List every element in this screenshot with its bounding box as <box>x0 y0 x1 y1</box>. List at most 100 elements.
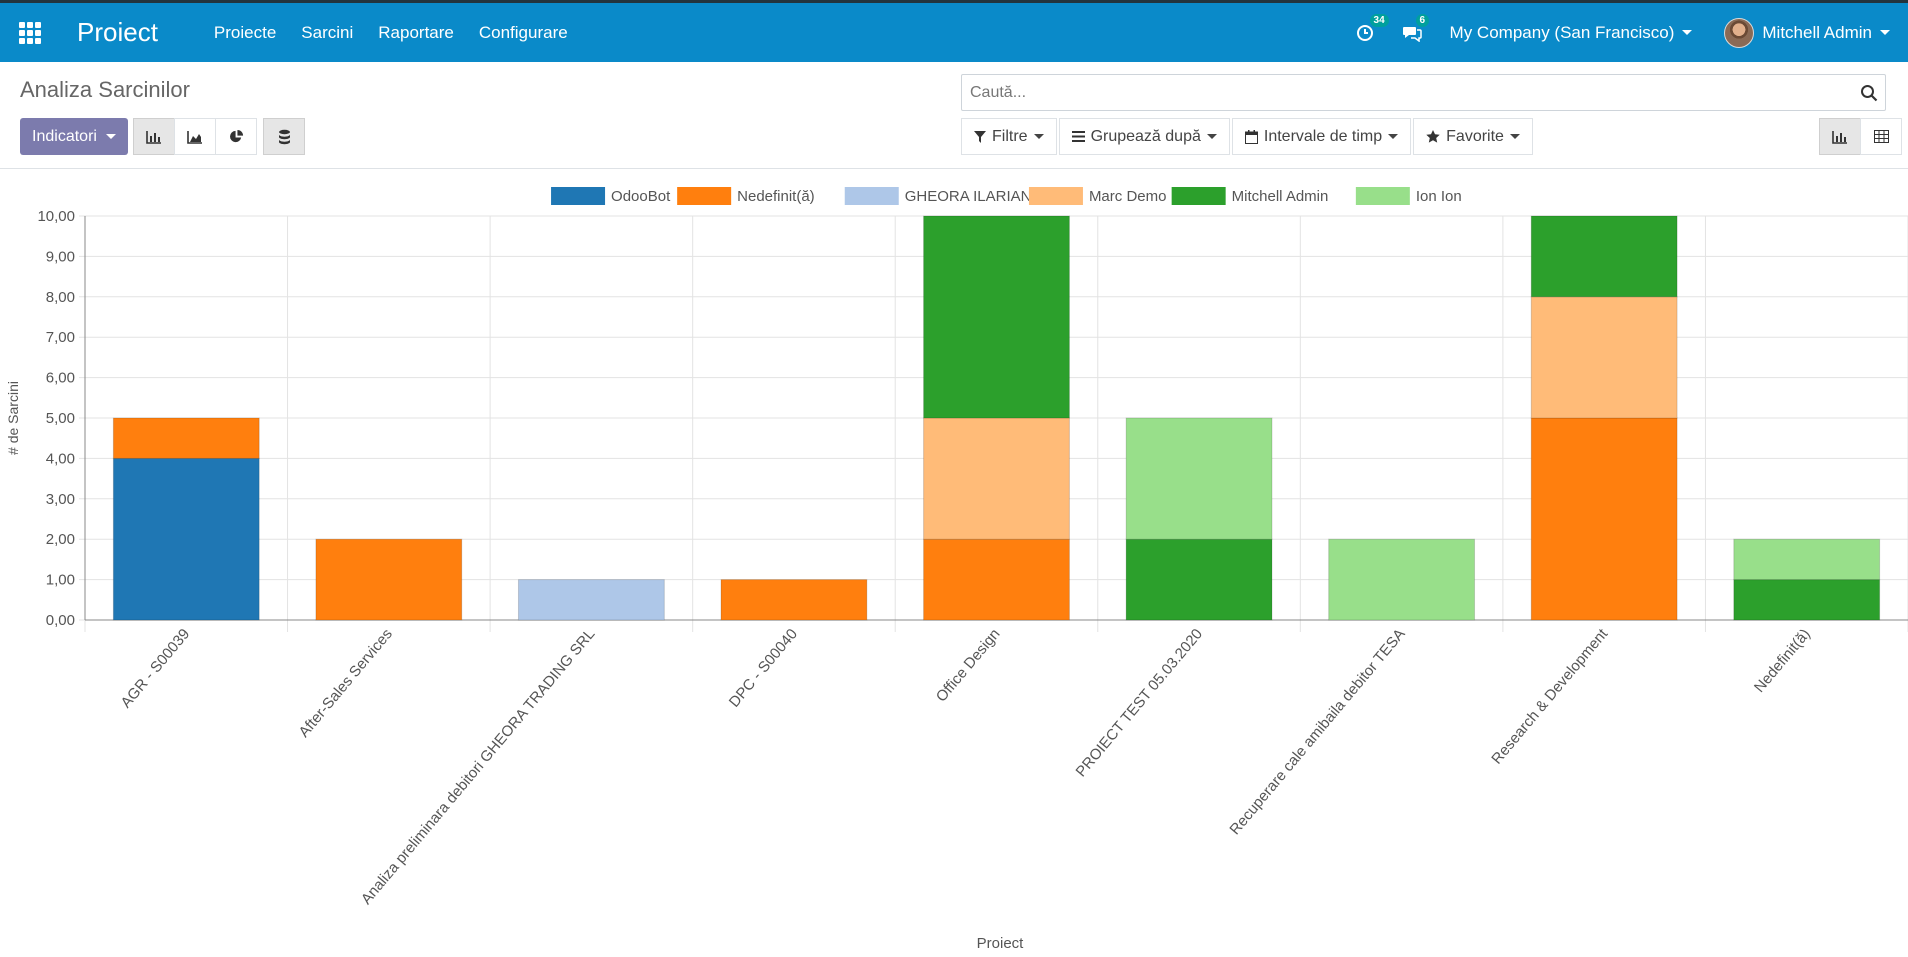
legend-swatch <box>551 187 606 205</box>
groupby-label: Grupează după <box>1090 127 1201 145</box>
legend-item[interactable]: GHEORA ILARIAN <box>844 187 1032 205</box>
bar-segment[interactable] <box>315 538 463 621</box>
bar-segment[interactable] <box>1125 538 1273 621</box>
filters-dropdown[interactable]: Filtre <box>961 118 1057 155</box>
menu-item-proiecte[interactable]: Proiecte <box>213 22 277 42</box>
bar-segment[interactable] <box>1733 579 1881 621</box>
page-title: Analiza Sarcinilor <box>20 77 190 102</box>
main-menu: Proiecte Sarcini Raportare Configurare <box>214 23 568 43</box>
legend-item[interactable]: OdooBot <box>551 187 671 205</box>
activity-count-badge: 34 <box>1369 13 1389 27</box>
measures-dropdown-button[interactable]: Indicatori <box>20 118 128 155</box>
company-switcher[interactable]: My Company (San Francisco) <box>1450 23 1693 43</box>
y-tick-label: 0,00 <box>46 612 75 629</box>
calendar-icon <box>1244 129 1258 144</box>
legend-label: Marc Demo <box>1089 188 1167 205</box>
database-icon <box>278 129 290 144</box>
bar-chart-button[interactable] <box>133 118 175 155</box>
favorites-label: Favorite <box>1446 127 1504 145</box>
user-name: Mitchell Admin <box>1762 22 1872 42</box>
messages-button[interactable]: 6 <box>1402 13 1430 42</box>
legend-item[interactable]: Nedefinit(ă) <box>677 187 815 205</box>
timeranges-dropdown[interactable]: Intervale de timp <box>1231 118 1412 155</box>
x-tick-label: Office Design <box>933 626 1004 706</box>
chevron-down-icon <box>1682 30 1693 35</box>
x-tick-label: Recuperare cale amibaila debitor TESA <box>1226 626 1408 839</box>
bar-segment[interactable] <box>1328 538 1476 621</box>
y-tick-label: 1,00 <box>46 572 75 589</box>
line-chart-button[interactable] <box>174 118 216 155</box>
comments-icon <box>1402 26 1422 42</box>
x-tick-label: AGR - S00039 <box>118 626 194 712</box>
menu-item-sarcini[interactable]: Sarcini <box>301 22 354 42</box>
bar-chart-icon <box>1832 130 1847 144</box>
clock-icon <box>1356 24 1373 41</box>
activities-button[interactable]: 34 <box>1356 13 1389 42</box>
bar-segment[interactable] <box>923 215 1070 419</box>
chevron-down-icon <box>1206 134 1217 139</box>
view-switcher <box>1819 118 1902 155</box>
stacked-button[interactable] <box>263 118 305 155</box>
search-options: Filtre Grupează după Intervale de timp F… <box>961 118 1535 155</box>
control-panel: Analiza Sarcinilor Indicatori Filtre <box>0 62 1908 169</box>
legend-item[interactable]: Mitchell Admin <box>1171 187 1329 205</box>
y-tick-label: 3,00 <box>46 491 75 508</box>
bars-icon <box>1071 131 1085 142</box>
bar-segment[interactable] <box>1530 417 1678 621</box>
bar-segment[interactable] <box>112 417 260 459</box>
chevron-down-icon <box>1033 134 1044 139</box>
x-tick-label: Analiza preliminara debitori GHEORA TRAD… <box>358 626 599 908</box>
top-navbar: Proiect Proiecte Sarcini Raportare Confi… <box>0 0 1908 62</box>
y-tick-label: 2,00 <box>46 531 75 548</box>
chevron-down-icon <box>1388 134 1399 139</box>
favorites-dropdown[interactable]: Favorite <box>1413 118 1533 155</box>
legend-swatch <box>1028 187 1083 205</box>
bar-segment[interactable] <box>1125 417 1273 540</box>
x-axis-title: Proiect <box>977 935 1025 952</box>
avatar <box>1724 17 1755 48</box>
chevron-down-icon <box>105 134 116 139</box>
y-tick-label: 5,00 <box>46 410 75 427</box>
chevron-down-icon <box>1509 134 1520 139</box>
pie-chart-button[interactable] <box>215 118 257 155</box>
y-tick-label: 4,00 <box>46 450 75 467</box>
legend-item[interactable]: Ion Ion <box>1355 187 1462 205</box>
bar-segment[interactable] <box>112 457 260 621</box>
legend-swatch <box>677 187 732 205</box>
stacked-toggle-group <box>263 118 305 155</box>
stacked-bar-chart: 0,00 1,00 2,00 3,00 4,00 5,00 6,00 7,00 8,00 9,00… <box>5 187 1908 952</box>
bar-segment[interactable] <box>1733 538 1881 581</box>
area-chart-icon <box>187 130 202 144</box>
bar-segment[interactable] <box>720 579 868 621</box>
search-bar <box>961 74 1886 111</box>
star-icon <box>1426 130 1440 143</box>
filters-label: Filtre <box>992 127 1028 145</box>
bar-segment[interactable] <box>1530 215 1678 298</box>
y-tick-label: 7,00 <box>46 329 75 346</box>
graph-view-button[interactable] <box>1819 118 1861 155</box>
groupby-dropdown[interactable]: Grupează după <box>1058 118 1230 155</box>
chevron-down-icon <box>1880 30 1890 35</box>
menu-item-raportare[interactable]: Raportare <box>378 22 454 42</box>
graph-view: 0,00 1,00 2,00 3,00 4,00 5,00 6,00 7,00 8,00 9,00… <box>0 170 1908 952</box>
user-menu[interactable]: Mitchell Admin <box>1724 17 1890 48</box>
bar-segment[interactable] <box>1530 296 1678 419</box>
search-icon[interactable] <box>1853 84 1885 102</box>
bar-segment[interactable] <box>517 579 665 621</box>
bar-segment[interactable] <box>923 417 1070 540</box>
legend-swatch <box>844 187 899 205</box>
pie-chart-icon <box>229 129 243 143</box>
pivot-view-button[interactable] <box>1860 118 1902 155</box>
chart-type-group <box>133 118 257 155</box>
apps-menu-icon[interactable] <box>0 3 60 62</box>
search-input[interactable] <box>970 83 1853 102</box>
x-tick-label: PROIECT TEST 05.03.2020 <box>1073 626 1207 781</box>
messages-count-badge: 6 <box>1415 13 1430 27</box>
filter-icon <box>974 130 986 143</box>
bar-segment[interactable] <box>923 538 1070 621</box>
legend-item[interactable]: Marc Demo <box>1028 187 1167 205</box>
app-brand[interactable]: Proiect <box>77 17 158 47</box>
menu-item-configurare[interactable]: Configurare <box>478 22 568 42</box>
y-tick-label: 6,00 <box>46 370 75 387</box>
legend-swatch <box>1355 187 1410 205</box>
